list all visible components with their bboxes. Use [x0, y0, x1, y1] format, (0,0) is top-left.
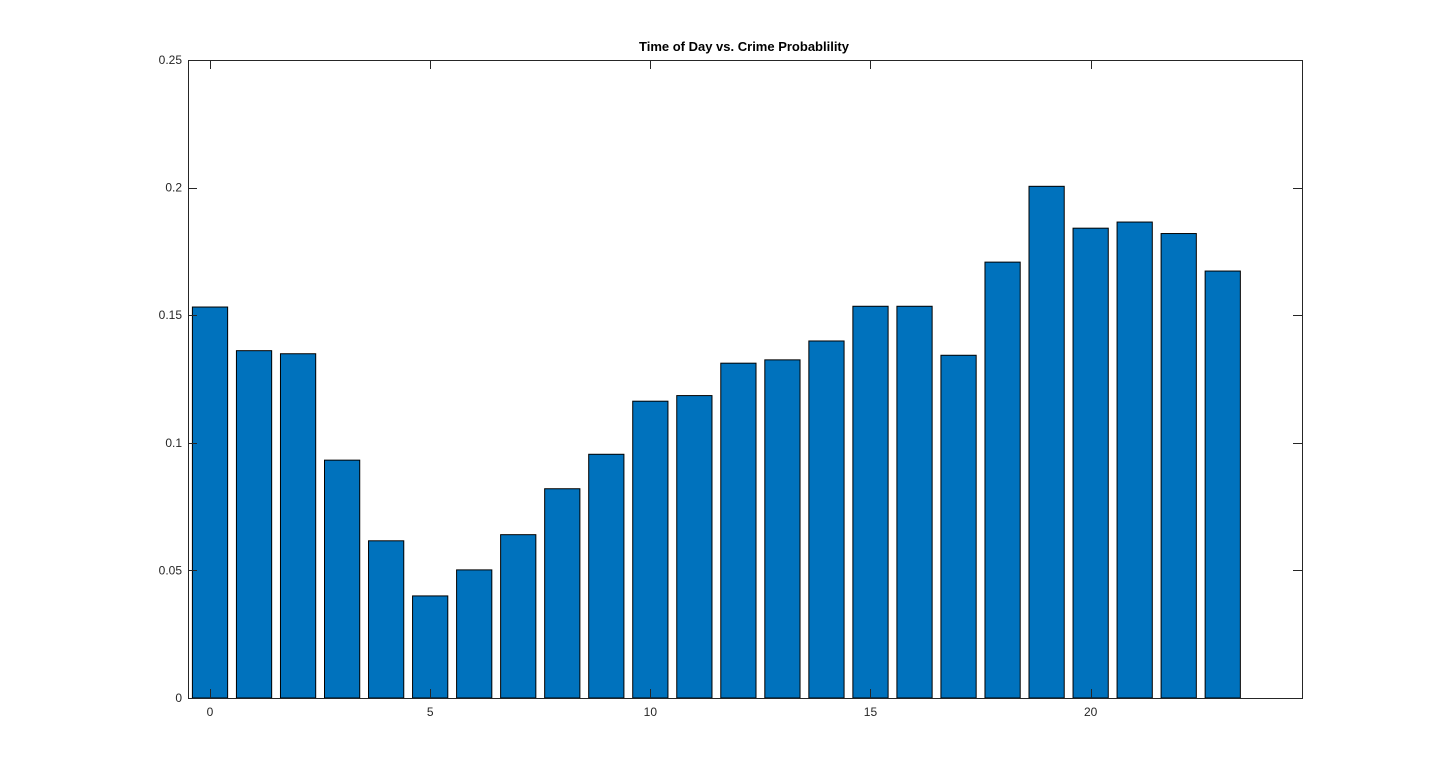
- bar-hour-10: [632, 400, 669, 699]
- x-tick-label-20: 20: [1084, 705, 1098, 719]
- bar-hour-7: [500, 534, 537, 699]
- y-tick-label-0: 0: [175, 691, 182, 705]
- bar-hour-23: [1204, 270, 1241, 699]
- bar-hour-13: [764, 359, 801, 699]
- bar-hour-2: [279, 353, 317, 699]
- y-tick-label-0.05: 0.05: [159, 563, 183, 577]
- bar-hour-3: [324, 459, 361, 699]
- y-ticks-group: 0 0.05 0.1 0.15 0.2 0.25: [159, 53, 1302, 705]
- bar-hour-12: [720, 362, 757, 699]
- bar-hour-0: [191, 306, 229, 699]
- bar-hour-17: [940, 354, 977, 699]
- x-ticks-group: 0 5 10 15 20: [207, 60, 1098, 719]
- bar-hour-6: [456, 569, 493, 699]
- bars-group: [191, 185, 1241, 699]
- chart-title: Time of Day vs. Crime Probablility: [639, 39, 850, 54]
- x-tick-label-5: 5: [427, 705, 434, 719]
- bar-hour-16: [896, 305, 933, 699]
- bar-hour-11: [676, 395, 713, 699]
- bar-hour-18: [984, 261, 1021, 699]
- bar-hour-15: [852, 305, 889, 699]
- y-tick-label-0.1: 0.1: [165, 436, 182, 450]
- bar-hour-1: [235, 350, 273, 699]
- bar-hour-9: [588, 453, 625, 699]
- bar-hour-8: [544, 488, 581, 699]
- plot-area-border: [188, 60, 1303, 699]
- x-tick-label-10: 10: [644, 705, 658, 719]
- bar-hour-19: [1028, 185, 1065, 699]
- bar-hour-20: [1072, 227, 1109, 699]
- bar-hour-5: [412, 595, 449, 699]
- bar-hour-4: [368, 540, 405, 699]
- bar-hour-21: [1116, 221, 1153, 699]
- bar-hour-22: [1160, 233, 1197, 699]
- axes-group: [188, 60, 1303, 699]
- y-tick-label-0.15: 0.15: [159, 308, 183, 322]
- y-tick-label-0.2: 0.2: [165, 181, 182, 195]
- x-tick-label-15: 15: [864, 705, 878, 719]
- bar-hour-14: [808, 340, 845, 699]
- x-tick-label-0: 0: [207, 705, 214, 719]
- y-tick-label-0.25: 0.25: [159, 53, 183, 67]
